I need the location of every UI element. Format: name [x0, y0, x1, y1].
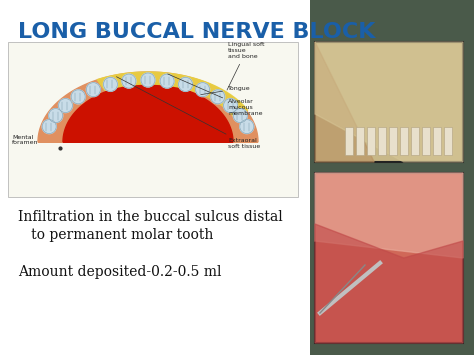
- Circle shape: [86, 83, 100, 97]
- Text: to permanent molar tooth: to permanent molar tooth: [18, 228, 213, 242]
- Circle shape: [211, 90, 225, 104]
- Bar: [444, 127, 452, 155]
- Circle shape: [103, 77, 118, 91]
- Bar: [400, 127, 408, 155]
- Text: Infiltration in the buccal sulcus distal: Infiltration in the buccal sulcus distal: [18, 210, 283, 224]
- Text: LONG BUCCAL NERVE BLOCK: LONG BUCCAL NERVE BLOCK: [18, 22, 375, 42]
- Bar: [315, 42, 463, 162]
- Bar: [411, 127, 419, 155]
- Circle shape: [141, 73, 155, 87]
- Text: Alveolar
mucous
membrane: Alveolar mucous membrane: [168, 74, 263, 116]
- Bar: [367, 127, 375, 155]
- Text: Mental
foramen: Mental foramen: [12, 135, 38, 146]
- Circle shape: [49, 109, 63, 122]
- Text: Amount deposited-0.2-0.5 ml: Amount deposited-0.2-0.5 ml: [18, 265, 221, 279]
- Circle shape: [122, 74, 136, 88]
- Bar: [345, 127, 353, 155]
- Circle shape: [42, 120, 56, 133]
- Circle shape: [224, 99, 237, 113]
- Circle shape: [233, 109, 247, 122]
- Bar: [356, 127, 364, 155]
- Polygon shape: [315, 42, 463, 162]
- Bar: [315, 173, 463, 343]
- Text: Lingual soft
tissue
and bone: Lingual soft tissue and bone: [227, 42, 264, 90]
- Bar: [389, 127, 397, 155]
- Polygon shape: [315, 224, 463, 343]
- Bar: [8, 42, 298, 197]
- Circle shape: [58, 99, 73, 113]
- Polygon shape: [63, 84, 233, 142]
- Polygon shape: [315, 173, 463, 258]
- Circle shape: [240, 120, 254, 133]
- Bar: [0, 0, 310, 355]
- Circle shape: [179, 77, 192, 91]
- Polygon shape: [97, 72, 248, 116]
- Circle shape: [196, 83, 210, 97]
- Text: Tongue: Tongue: [201, 86, 251, 95]
- Text: Extraoral
soft tissue: Extraoral soft tissue: [117, 77, 260, 149]
- Circle shape: [71, 90, 85, 104]
- Bar: [433, 127, 441, 155]
- Bar: [378, 127, 386, 155]
- Circle shape: [160, 74, 174, 88]
- Polygon shape: [38, 72, 258, 142]
- Bar: [422, 127, 430, 155]
- Polygon shape: [315, 42, 374, 162]
- Bar: [310, 0, 474, 355]
